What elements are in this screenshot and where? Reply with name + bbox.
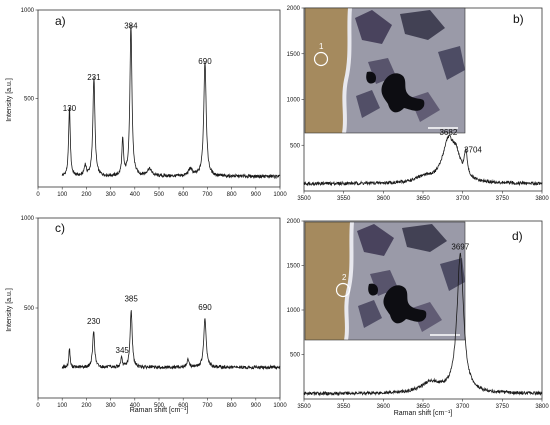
panel-a-frame xyxy=(37,9,281,188)
panel-d-ticks: 3500 3550 3600 3650 3700 3750 3800 500 1000 1500 2… xyxy=(287,219,550,410)
panel-c-xtick-label: 700 xyxy=(202,403,213,409)
panel-d-marker-circle xyxy=(335,282,351,298)
panel-b-spectrum xyxy=(303,134,543,187)
panel-b-xtick-label: 3700 xyxy=(456,196,470,202)
panel-c-peak-label: 690 xyxy=(198,303,212,312)
panel-a-xtick-label: 200 xyxy=(81,192,92,198)
panel-b-xtick-label: 3500 xyxy=(297,196,311,202)
panel-c-xtick-label: 200 xyxy=(81,403,92,409)
panel-c-xtick-label: 800 xyxy=(227,403,238,409)
panel-d-ytick-label: 1500 xyxy=(287,264,301,270)
panel-a: a) Intensity [a.u.] 0 100 200 300 400 500 600 7… xyxy=(6,8,287,198)
panel-d-xtick-label: 3600 xyxy=(377,404,391,410)
panel-a-annotations: 130 231 384 690 xyxy=(63,22,212,113)
panel-b-peak-label: 3682 xyxy=(439,128,457,137)
panel-a-xtick-label: 0 xyxy=(36,192,40,198)
panel-a-xtick-label: 500 xyxy=(154,192,165,198)
panel-c-xtick-label: 400 xyxy=(130,403,141,409)
panel-b-label: b) xyxy=(513,12,524,26)
panel-c-annotations: 230 345 385 690 xyxy=(87,295,212,355)
panel-c-spectrum xyxy=(61,310,281,371)
panel-a-xtick-label: 300 xyxy=(106,192,117,198)
panel-d-ytick-label: 2000 xyxy=(287,219,301,225)
panel-a-ytick-label: 1000 xyxy=(21,8,35,14)
panel-c-ytick-label: 1000 xyxy=(21,216,35,222)
panel-d-xtick-label: 3650 xyxy=(416,404,430,410)
panel-a-xtick-label: 400 xyxy=(130,192,141,198)
panel-c-frame xyxy=(37,217,281,399)
panel-d: 2 d) Raman shift [cm⁻¹] 3500 3550 3600 3650… xyxy=(287,219,550,417)
panel-b-micrograph xyxy=(305,8,465,133)
panel-a-label: a) xyxy=(55,14,66,28)
panel-a-ytick-label: 500 xyxy=(24,97,35,103)
panel-b-xtick-label: 3550 xyxy=(337,196,351,202)
panel-c-peak-label: 385 xyxy=(124,295,138,304)
panel-d-xlabel: Raman shift [cm⁻¹] xyxy=(394,410,453,417)
panel-a-xtick-label: 600 xyxy=(178,192,189,198)
panel-c-xtick-label: 900 xyxy=(251,403,262,409)
panel-a-ticks: 0 100 200 300 400 500 600 700 800 900 1000 500 1000 xyxy=(21,8,288,198)
panel-b-xtick-label: 3800 xyxy=(535,196,549,202)
panel-c-xtick-label: 1000 xyxy=(273,403,287,409)
panel-a-xtick-label: 700 xyxy=(202,192,213,198)
panel-d-annotations: 3697 xyxy=(451,242,469,251)
panel-b-ytick-label: 1000 xyxy=(287,98,301,104)
panel-b-ytick-label: 2000 xyxy=(287,6,301,12)
panel-c-peak-label: 230 xyxy=(87,317,101,326)
panel-c-xtick-label: 100 xyxy=(57,403,68,409)
panel-a-peak-label: 130 xyxy=(63,104,77,113)
panel-c-peak-label: 345 xyxy=(116,346,130,355)
panel-c-ytick-label: 500 xyxy=(24,306,35,312)
panel-a-peak-label: 231 xyxy=(87,73,101,82)
panel-a-peak-label: 690 xyxy=(198,57,212,66)
panel-b-annotations: 3682 3704 xyxy=(439,128,482,154)
panel-c-ticks: 0 100 200 300 400 500 600 700 800 900 1000 500 1000 xyxy=(21,216,288,409)
panel-c-xtick-label: 300 xyxy=(106,403,117,409)
panel-c-xtick-label: 600 xyxy=(178,403,189,409)
panel-b-ytick-label: 500 xyxy=(290,143,301,149)
panel-d-peak-label: 3697 xyxy=(451,242,469,251)
panel-b-marker-circle xyxy=(313,51,329,67)
panel-b-peak-label: 3704 xyxy=(464,146,482,155)
panel-c-label: c) xyxy=(55,221,65,235)
panel-c-ylabel: Intensity [a.u.] xyxy=(6,288,13,332)
panel-a-xtick-label: 1000 xyxy=(273,192,287,198)
panel-a-xtick-label: 800 xyxy=(227,192,238,198)
panel-a-xtick-label: 100 xyxy=(57,192,68,198)
panel-d-xtick-label: 3550 xyxy=(337,404,351,410)
panel-c-xtick-label: 0 xyxy=(36,403,40,409)
panel-b-xtick-label: 3650 xyxy=(416,196,430,202)
panel-d-xtick-label: 3800 xyxy=(535,404,549,410)
panel-d-xtick-label: 3750 xyxy=(496,404,510,410)
panel-b-ytick-label: 1500 xyxy=(287,52,301,58)
panel-d-xtick-label: 3700 xyxy=(456,404,470,410)
panel-b: 1 b) 3500 3550 3600 3650 3700 3750 3800 500 1000… xyxy=(287,6,550,202)
panel-a-xtick-label: 900 xyxy=(251,192,262,198)
panel-d-spectrum xyxy=(303,252,543,397)
panel-b-xtick-label: 3600 xyxy=(377,196,391,202)
panel-c: c) Intensity [a.u.] Raman shift [cm⁻¹] 0… xyxy=(6,216,287,414)
panel-c-xlabel: Raman shift [cm⁻¹] xyxy=(130,407,189,414)
panel-b-xtick-label: 3750 xyxy=(496,196,510,202)
panel-d-xtick-label: 3500 xyxy=(297,404,311,410)
panel-d-label: d) xyxy=(512,229,523,243)
panel-d-marker-number: 2 xyxy=(342,273,347,282)
panel-d-ytick-label: 500 xyxy=(290,353,301,359)
panel-b-marker-number: 1 xyxy=(319,42,324,51)
panel-b-ticks: 3500 3550 3600 3650 3700 3750 3800 500 1000 1500 2… xyxy=(287,6,550,202)
panel-a-spectrum xyxy=(61,24,281,180)
panel-d-micrograph xyxy=(305,222,465,340)
panel-a-peak-label: 384 xyxy=(124,22,138,31)
panel-d-ytick-label: 1000 xyxy=(287,308,301,314)
panel-a-ylabel: Intensity [a.u.] xyxy=(6,78,13,122)
panel-c-xtick-label: 500 xyxy=(154,403,165,409)
